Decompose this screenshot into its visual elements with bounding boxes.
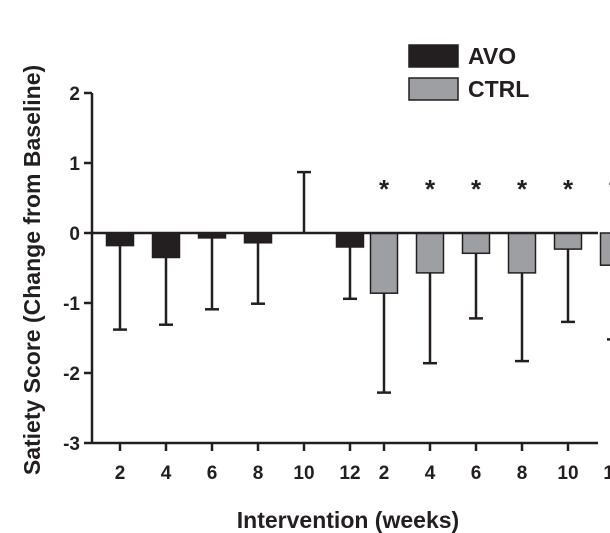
y-tick-label: -2 xyxy=(63,364,80,385)
bar-ctrl-6 xyxy=(461,232,491,255)
x-axis-title: Intervention (weeks) xyxy=(237,507,459,533)
bar-ctrl-8 xyxy=(507,232,537,274)
bar-ctrl-12 xyxy=(599,232,610,266)
x-tick-label: 4 xyxy=(161,463,172,484)
x-tick-label: 10 xyxy=(293,463,314,484)
bar-avo-8 xyxy=(243,232,273,244)
legend: AVO CTRL xyxy=(408,43,529,102)
significance-asterisk: * xyxy=(425,174,436,204)
significance-asterisk: * xyxy=(609,174,610,204)
significance-asterisk: * xyxy=(471,174,482,204)
legend-label-avo: AVO xyxy=(468,43,516,69)
bar-ctrl-10 xyxy=(553,232,583,250)
x-tick-label: 12 xyxy=(339,463,360,484)
x-tick-label: 10 xyxy=(557,463,578,484)
x-tick-label: 4 xyxy=(425,463,436,484)
legend-label-ctrl: CTRL xyxy=(468,76,529,102)
legend-swatch-avo xyxy=(408,44,459,68)
x-tick-label: 2 xyxy=(115,463,126,484)
bar-avo-2 xyxy=(105,232,135,247)
error-bars xyxy=(113,170,610,394)
significance-asterisk: * xyxy=(563,174,574,204)
significance-markers: * * * * * * xyxy=(379,174,610,204)
bars xyxy=(105,232,610,294)
x-tick-label: 12 xyxy=(603,463,610,484)
x-tick-label: 6 xyxy=(471,463,482,484)
x-tick-label: 2 xyxy=(379,463,390,484)
significance-asterisk: * xyxy=(517,174,528,204)
legend-swatch-ctrl xyxy=(408,77,459,101)
y-tick-label: 1 xyxy=(69,154,80,175)
y-tick-label: -3 xyxy=(63,434,80,455)
tick-labels: 210-1-2-32468101224681012 xyxy=(63,84,610,484)
y-axis-title: Satiety Score (Change from Baseline) xyxy=(19,65,45,475)
x-tick-label: 6 xyxy=(207,463,218,484)
bar-ctrl-4 xyxy=(415,232,445,274)
axes xyxy=(84,91,598,451)
y-tick-label: 2 xyxy=(69,84,80,105)
significance-asterisk: * xyxy=(379,174,390,204)
bar-avo-12 xyxy=(335,232,365,248)
bar-ctrl-2 xyxy=(369,232,399,294)
x-tick-label: 8 xyxy=(253,463,264,484)
y-tick-label: -1 xyxy=(63,294,80,315)
x-tick-label: 8 xyxy=(517,463,528,484)
y-tick-label: 0 xyxy=(69,224,80,245)
bar-avo-4 xyxy=(151,232,181,259)
